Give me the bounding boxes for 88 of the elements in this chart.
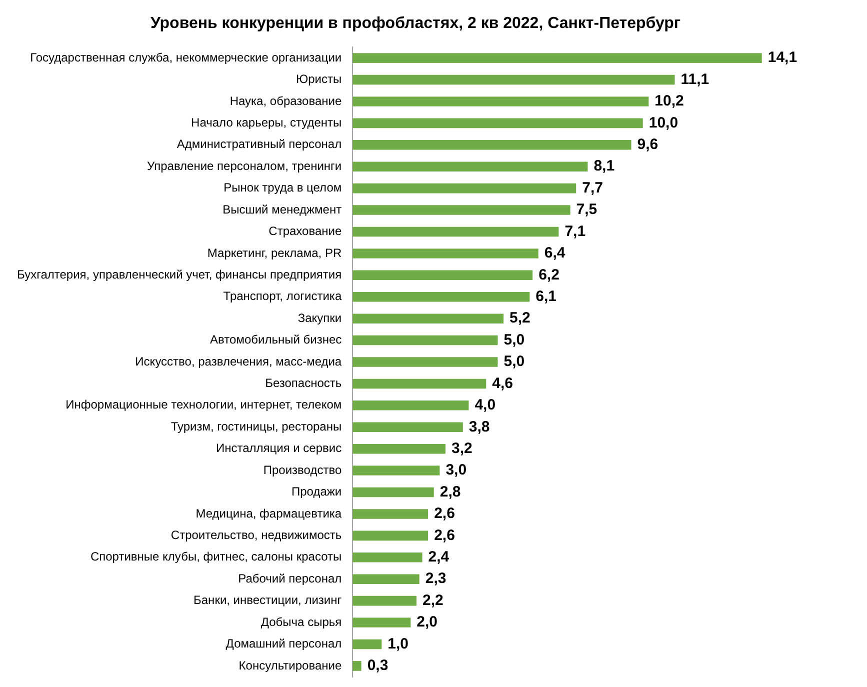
data-label: 3,8	[468, 418, 490, 436]
bar	[352, 270, 533, 280]
chart-title: Уровень конкуренции в профобластях, 2 кв 2022, Санкт-Петербург	[150, 15, 681, 32]
data-label: 4,6	[492, 374, 513, 392]
data-label: 10,2	[654, 92, 684, 110]
bar	[352, 661, 362, 671]
data-label: 0,3	[367, 657, 388, 674]
bar	[352, 335, 498, 346]
data-label: 2,6	[434, 505, 455, 522]
bar	[352, 400, 469, 410]
y-tick-label: Наука, образование	[230, 94, 342, 108]
bar	[352, 118, 643, 128]
bar	[352, 96, 649, 106]
y-tick-label: Транспорт, логистика	[223, 289, 342, 304]
data-label: 3,0	[446, 462, 467, 479]
data-label: 2,3	[425, 570, 446, 588]
bar	[352, 574, 420, 584]
y-tick-label: Начало карьеры, студенты	[191, 116, 342, 130]
bar	[352, 530, 428, 541]
data-label: 7,1	[564, 222, 586, 240]
data-label: 10,0	[648, 114, 678, 132]
bar	[352, 183, 576, 194]
y-tick-label: Страхование	[268, 224, 342, 238]
y-tick-label: Рынок труда в целом	[224, 180, 342, 195]
y-tick-label: Высший менеджмент	[222, 202, 342, 216]
data-label: 1,0	[388, 635, 409, 652]
data-label: 2,6	[434, 526, 455, 544]
y-tick-label: Закупки	[298, 310, 342, 325]
bar	[352, 53, 762, 63]
y-tick-label: Производство	[263, 462, 342, 477]
bar	[352, 487, 434, 498]
bar	[352, 314, 504, 324]
y-tick-label: Безопасность	[265, 376, 342, 390]
bar	[352, 422, 463, 432]
y-tick-label: Юристы	[296, 72, 342, 86]
data-label: 5,2	[510, 310, 530, 327]
y-tick-label: Строительство, недвижимость	[170, 528, 342, 542]
y-tick-label: Продажи	[291, 484, 342, 499]
y-tick-label: Административный персонал	[176, 137, 342, 152]
data-label: 5,0	[504, 331, 525, 348]
y-tick-label: Банки, инвестиции, лизинг	[194, 593, 342, 608]
data-label: 2,2	[422, 592, 444, 609]
data-label: 3,2	[451, 440, 472, 457]
y-tick-label: Добыча сырья	[260, 614, 342, 629]
bar	[352, 140, 632, 150]
data-label: 7,7	[582, 179, 603, 196]
data-label: 6,1	[536, 288, 557, 306]
bar	[352, 509, 428, 519]
bar	[352, 378, 486, 389]
y-tick-label: Домашний персонал	[226, 636, 342, 651]
y-tick-label: Бухгалтерия, управленческий учет, финансы предприятия	[16, 267, 342, 282]
y-tick-label: Медицина, фармацевтика	[196, 506, 342, 520]
y-tick-label: Инсталляция и сервис	[216, 441, 342, 456]
bar	[352, 205, 570, 215]
bar	[352, 552, 422, 562]
bar	[352, 596, 416, 606]
bar	[352, 162, 588, 172]
data-label: 6,4	[544, 244, 566, 262]
bar	[352, 292, 530, 302]
y-tick-label: Туризм, гостиницы, рестораны	[170, 419, 342, 434]
y-tick-label: Рабочий персонал	[238, 571, 342, 586]
y-tick-label: Государственная служба, некоммерческие организации	[30, 50, 342, 64]
y-tick-label: Консультирование	[238, 658, 342, 672]
bar	[352, 357, 498, 367]
bar	[352, 618, 411, 628]
bar	[352, 466, 440, 476]
data-label: 14,1	[768, 49, 798, 66]
bar	[352, 248, 538, 258]
data-label: 4,0	[474, 396, 496, 414]
bar	[352, 444, 446, 454]
bar	[352, 639, 382, 650]
y-tick-label: Информационные технологии, интернет, телеком	[66, 398, 342, 412]
data-label: 2,8	[440, 483, 461, 500]
data-label: 9,6	[637, 136, 658, 154]
data-label: 6,2	[538, 266, 560, 284]
y-tick-label: Спортивные клубы, фитнес, салоны красоты	[90, 550, 342, 564]
y-tick-label: Автомобильный бизнес	[210, 332, 342, 347]
bar	[352, 226, 559, 237]
bar	[352, 74, 675, 85]
y-tick-label: Управление персоналом, тренинги	[147, 158, 342, 173]
y-tick-label: Маркетинг, реклама, PR	[207, 246, 342, 260]
data-label: 5,0	[504, 353, 525, 370]
data-label: 7,5	[576, 201, 598, 218]
data-label: 2,0	[416, 614, 438, 631]
data-label: 11,1	[680, 70, 710, 88]
y-tick-label: Искусство, развлечения, масс-медиа	[135, 354, 342, 368]
data-label: 2,4	[428, 548, 450, 566]
data-label: 8,1	[594, 158, 615, 175]
